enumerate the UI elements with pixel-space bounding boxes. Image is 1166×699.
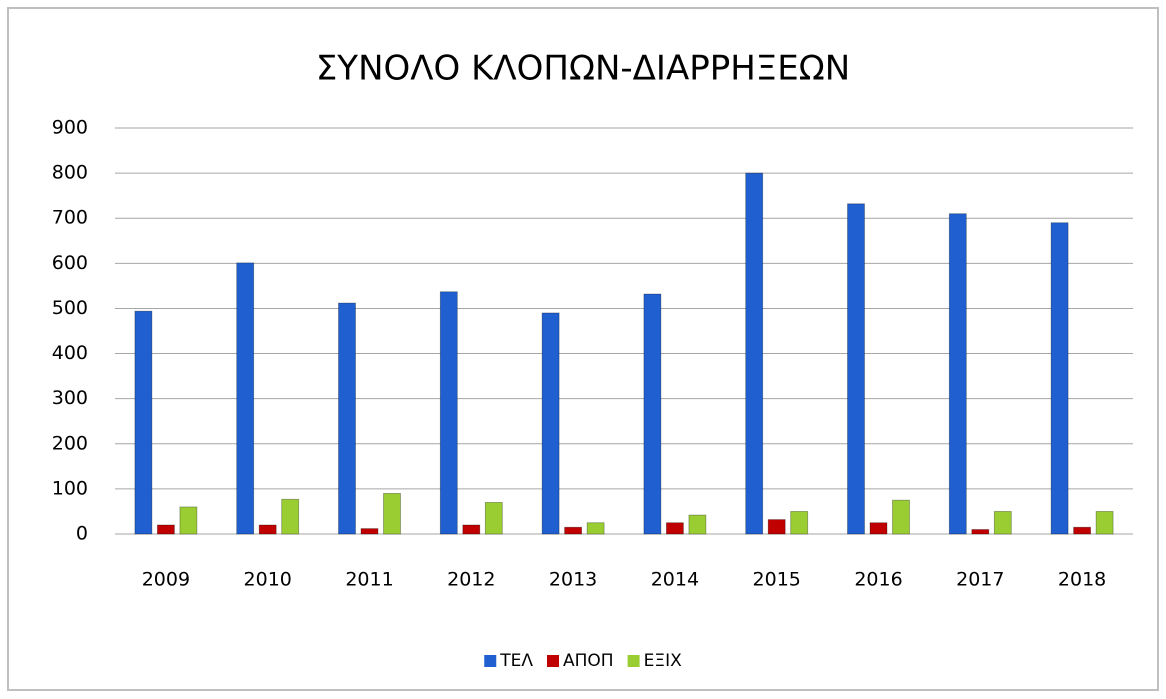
y-tick-label: 500 (52, 297, 88, 319)
bar (462, 524, 481, 535)
legend-label: ΑΠΟΠ (563, 651, 614, 671)
y-tick-label: 600 (52, 252, 88, 274)
bar (790, 511, 809, 535)
chart-frame (7, 7, 1159, 691)
x-tick-label: 2013 (549, 569, 597, 591)
bar (258, 524, 277, 535)
y-tick-label: 300 (52, 387, 88, 409)
bar (564, 526, 582, 535)
legend-swatch (627, 655, 640, 667)
x-tick-label: 2009 (142, 569, 190, 591)
x-tick-label: 2017 (956, 569, 1004, 591)
legend-label: ΤΕΛ (499, 651, 533, 671)
x-tick-label: 2014 (651, 569, 699, 591)
legend-label: ΕΞΙΧ (644, 651, 682, 671)
bar (847, 203, 865, 535)
bar (892, 499, 910, 535)
x-tick-label: 2016 (854, 569, 902, 591)
bar (643, 293, 662, 535)
y-tick-label: 0 (76, 523, 88, 545)
bar (1073, 526, 1091, 535)
bar (993, 511, 1012, 535)
bar (688, 514, 707, 535)
y-tick-label: 400 (52, 342, 88, 364)
bar (745, 172, 764, 535)
bar (156, 524, 175, 535)
bar (1050, 222, 1069, 535)
bar (586, 522, 605, 535)
chart-title: ΣΥΝΟΛΟ ΚΛΟΠΩΝ-ΔΙΑΡΡΗΞΕΩΝ (316, 49, 850, 89)
bar (541, 312, 560, 535)
x-tick-label: 2010 (244, 569, 292, 591)
bar (1095, 511, 1114, 535)
bar (360, 528, 379, 535)
x-tick-label: 2011 (345, 569, 393, 591)
y-tick-label: 700 (52, 207, 88, 229)
bar (134, 310, 153, 535)
y-tick-label: 200 (52, 432, 88, 454)
bar (236, 262, 255, 535)
bar (971, 529, 990, 535)
y-tick-label: 900 (52, 117, 88, 139)
x-tick-label: 2012 (447, 569, 495, 591)
y-tick-label: 100 (52, 477, 88, 499)
bar (666, 522, 684, 535)
bar (179, 506, 198, 535)
bar (338, 302, 356, 535)
bar (281, 498, 300, 535)
bar (439, 291, 458, 535)
bar (948, 213, 967, 535)
bar (869, 522, 888, 535)
bar (484, 502, 503, 535)
x-tick-label: 2015 (753, 569, 801, 591)
bar (767, 519, 786, 535)
bar (383, 492, 401, 535)
x-tick-label: 2018 (1058, 569, 1106, 591)
legend-swatch (547, 655, 560, 667)
y-tick-label: 800 (52, 162, 88, 184)
legend-swatch (484, 655, 497, 667)
